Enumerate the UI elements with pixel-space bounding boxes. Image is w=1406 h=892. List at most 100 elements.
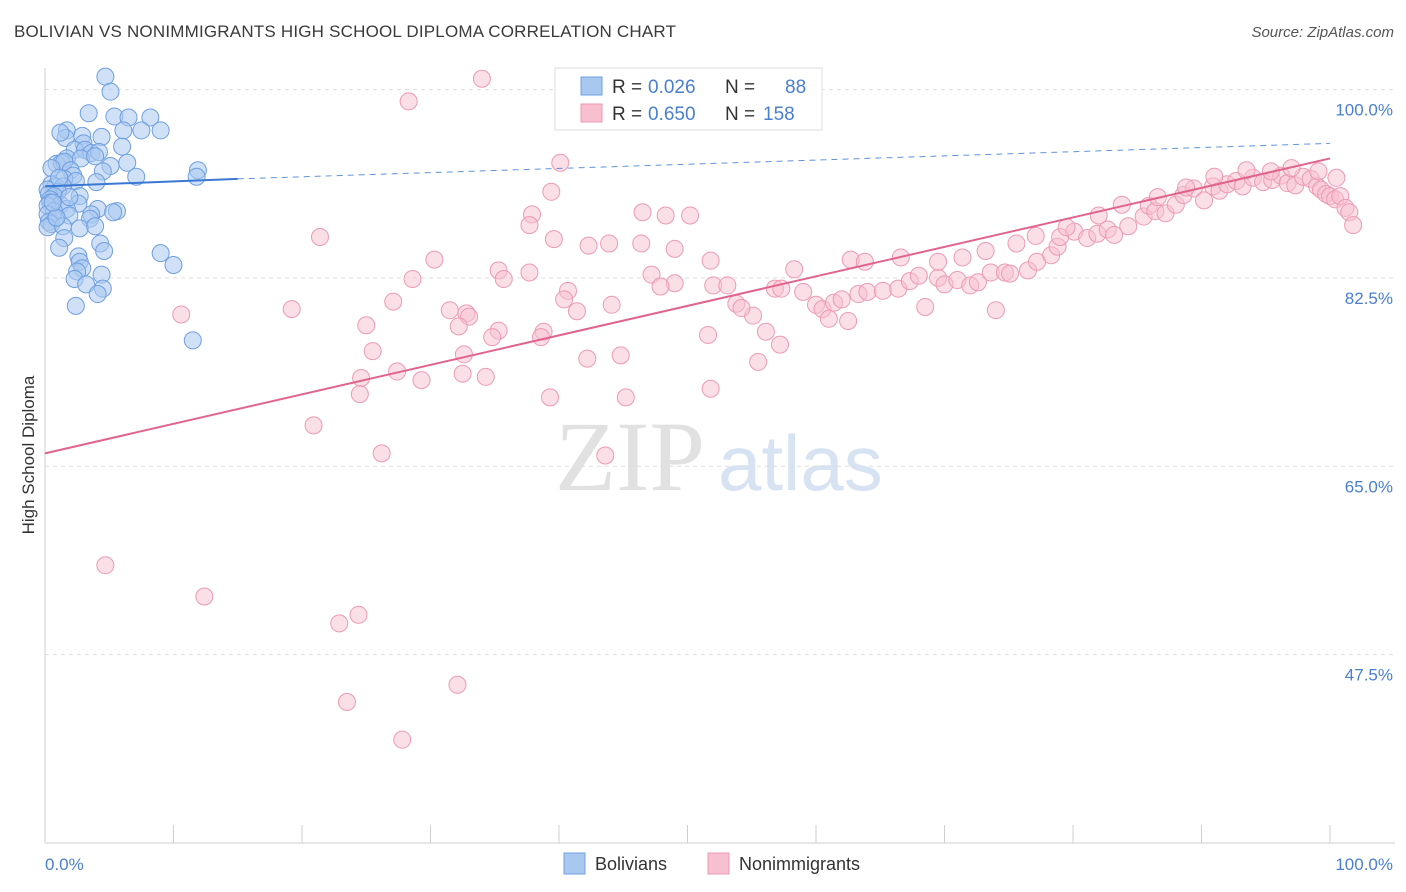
nonimmigrant-point <box>440 301 459 320</box>
bolivian-trendline-extension <box>237 142 1331 180</box>
nonimmigrant-point <box>1344 216 1363 235</box>
nonimmigrant-point <box>412 371 431 390</box>
stats-n-value-2: 158 <box>763 104 795 125</box>
nonimmigrant-point <box>699 325 718 344</box>
stats-n-label-2: N = <box>725 104 755 125</box>
legend-swatch-bolivians <box>563 852 586 875</box>
nonimmigrant-point <box>544 230 563 249</box>
nonimmigrant-point <box>1237 161 1256 180</box>
bolivian-point <box>151 244 170 263</box>
nonimmigrant-point <box>785 260 804 279</box>
nonimmigrant-point <box>1119 217 1138 236</box>
nonimmigrant-point <box>448 675 467 694</box>
nonimmigrant-point <box>953 248 972 267</box>
nonimmigrant-point <box>532 328 551 347</box>
nonimmigrant-point <box>611 346 630 365</box>
bolivian-point <box>79 104 98 123</box>
nonimmigrant-point <box>916 297 935 316</box>
nonimmigrant-point <box>96 556 115 575</box>
stats-legend: R = 0.026 N = 88 R = 0.650 N = 158 <box>554 67 823 131</box>
stats-legend-swatch-bolivian <box>580 76 603 96</box>
nonimmigrant-point <box>520 216 539 235</box>
nonimmigrant-point <box>399 92 418 111</box>
nonimmigrant-point <box>749 352 768 371</box>
nonimmigrant-point <box>310 227 329 246</box>
nonimmigrant-point <box>483 328 502 347</box>
gridlines <box>45 89 1395 656</box>
nonimmigrant-point <box>393 730 412 749</box>
nonimmigrant-point <box>172 305 191 324</box>
nonimmigrant-point <box>794 282 813 301</box>
bolivian-point <box>60 188 79 207</box>
y-tick-label: 82.5% <box>1345 289 1393 308</box>
bolivian-point <box>151 121 170 140</box>
bolivian-point <box>70 219 89 238</box>
bolivian-point <box>86 147 105 166</box>
stats-r-value-2: 0.650 <box>648 104 696 125</box>
bolivian-point <box>66 296 85 315</box>
bolivian-point <box>141 108 160 127</box>
nonimmigrant-point <box>632 234 651 253</box>
chart-source: Source: ZipAtlas.com <box>1251 24 1394 41</box>
bolivian-point <box>132 121 151 140</box>
bolivian-point <box>101 82 120 101</box>
legend-swatch-nonimmigrants <box>707 852 730 875</box>
bolivian-point <box>127 167 146 186</box>
nonimmigrant-point <box>476 367 495 386</box>
nonimmigrant-point <box>363 342 382 361</box>
nonimmigrant-point <box>718 276 737 295</box>
nonimmigrant-point <box>909 266 928 285</box>
watermark-atlas: atlas <box>718 419 883 507</box>
stats-n-label-1: N = <box>725 77 755 98</box>
nonimmigrant-point <box>819 309 838 328</box>
nonimmigrant-point <box>651 277 670 296</box>
nonimmigrant-point <box>1007 234 1026 253</box>
nonimmigrant-point <box>337 692 356 711</box>
nonimmigrant-point <box>357 316 376 335</box>
nonimmigrant-point <box>756 322 775 341</box>
bolivian-point <box>104 203 123 222</box>
nonimmigrant-point <box>855 252 874 271</box>
bolivian-point <box>183 331 202 350</box>
y-tick-labels: 47.5% 65.0% 82.5% 100.0% <box>1335 101 1393 685</box>
nonimmigrant-point <box>656 206 675 225</box>
bolivian-point <box>88 285 107 304</box>
bolivian-point <box>92 127 111 146</box>
chart-title: BOLIVIAN VS NONIMMIGRANTS HIGH SCHOOL DI… <box>14 22 677 41</box>
x-tick-label: 0.0% <box>45 855 84 874</box>
legend-label-nonimmigrants: Nonimmigrants <box>739 854 860 874</box>
stats-r-label-1: R = <box>612 77 642 98</box>
nonimmigrant-point <box>771 335 790 354</box>
bolivian-point <box>86 217 105 236</box>
nonimmigrant-point <box>1057 218 1076 237</box>
nonimmigrant-point <box>472 69 491 88</box>
nonimmigrant-point <box>352 369 371 387</box>
trendlines <box>44 142 1331 455</box>
nonimmigrant-point <box>350 385 369 404</box>
stats-r-value-1: 0.026 <box>648 77 696 98</box>
bottom-legend: Bolivians Nonimmigrants <box>563 852 860 875</box>
nonimmigrant-point <box>555 290 574 309</box>
bolivian-point <box>95 241 114 260</box>
bolivian-point <box>164 255 183 274</box>
bolivian-point <box>47 208 66 227</box>
nonimmigrant-point <box>1309 162 1328 181</box>
bolivian-point <box>51 123 70 142</box>
nonimmigrant-point <box>1026 226 1045 245</box>
x-tick-label: 100.0% <box>1335 855 1393 874</box>
nonimmigrant-point <box>701 379 720 398</box>
nonimmigrant-point <box>579 236 598 255</box>
nonimmigrant-point <box>986 301 1005 320</box>
nonimmigrant-point <box>551 153 570 172</box>
nonimmigrant-point <box>1001 264 1020 283</box>
bolivian-point <box>43 193 62 212</box>
nonimmigrant-point <box>541 388 560 407</box>
nonimmigrant-point <box>567 302 586 321</box>
x-tick-labels: 0.0% 100.0% <box>45 855 1393 874</box>
stats-legend-swatch-nonimmigrant <box>580 103 603 123</box>
watermark-zip: ZIP <box>555 401 705 512</box>
nonimmigrant-point <box>596 446 615 465</box>
y-tick-label: 100.0% <box>1335 101 1393 120</box>
nonimmigrant-point <box>1327 168 1346 187</box>
nonimmigrant-point <box>602 295 621 314</box>
